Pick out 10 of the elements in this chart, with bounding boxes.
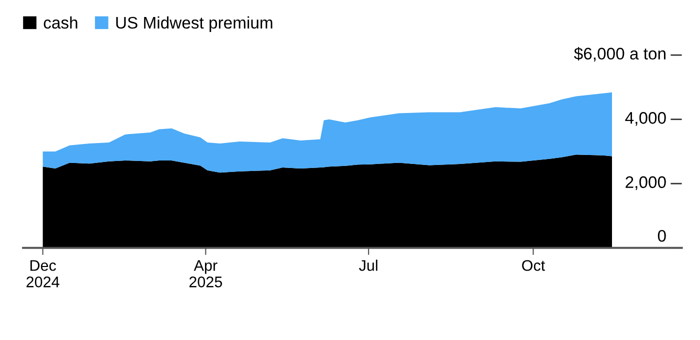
legend-label: cash — [44, 16, 78, 29]
x-tick-label: Oct — [522, 260, 546, 271]
x-tick-label: Dec 2024 — [26, 260, 60, 288]
y-tick-label: 0 — [658, 230, 666, 242]
x-tick-label: Jul — [359, 260, 378, 271]
y-tick-label: $6,000 a ton — [574, 47, 666, 62]
y-tick-label: 4,000 — [625, 112, 666, 126]
legend-label: US Midwest premium — [116, 16, 272, 32]
x-tick-label: Apr 2025 — [189, 260, 222, 288]
y-tick-label: 2,000 — [626, 176, 666, 190]
